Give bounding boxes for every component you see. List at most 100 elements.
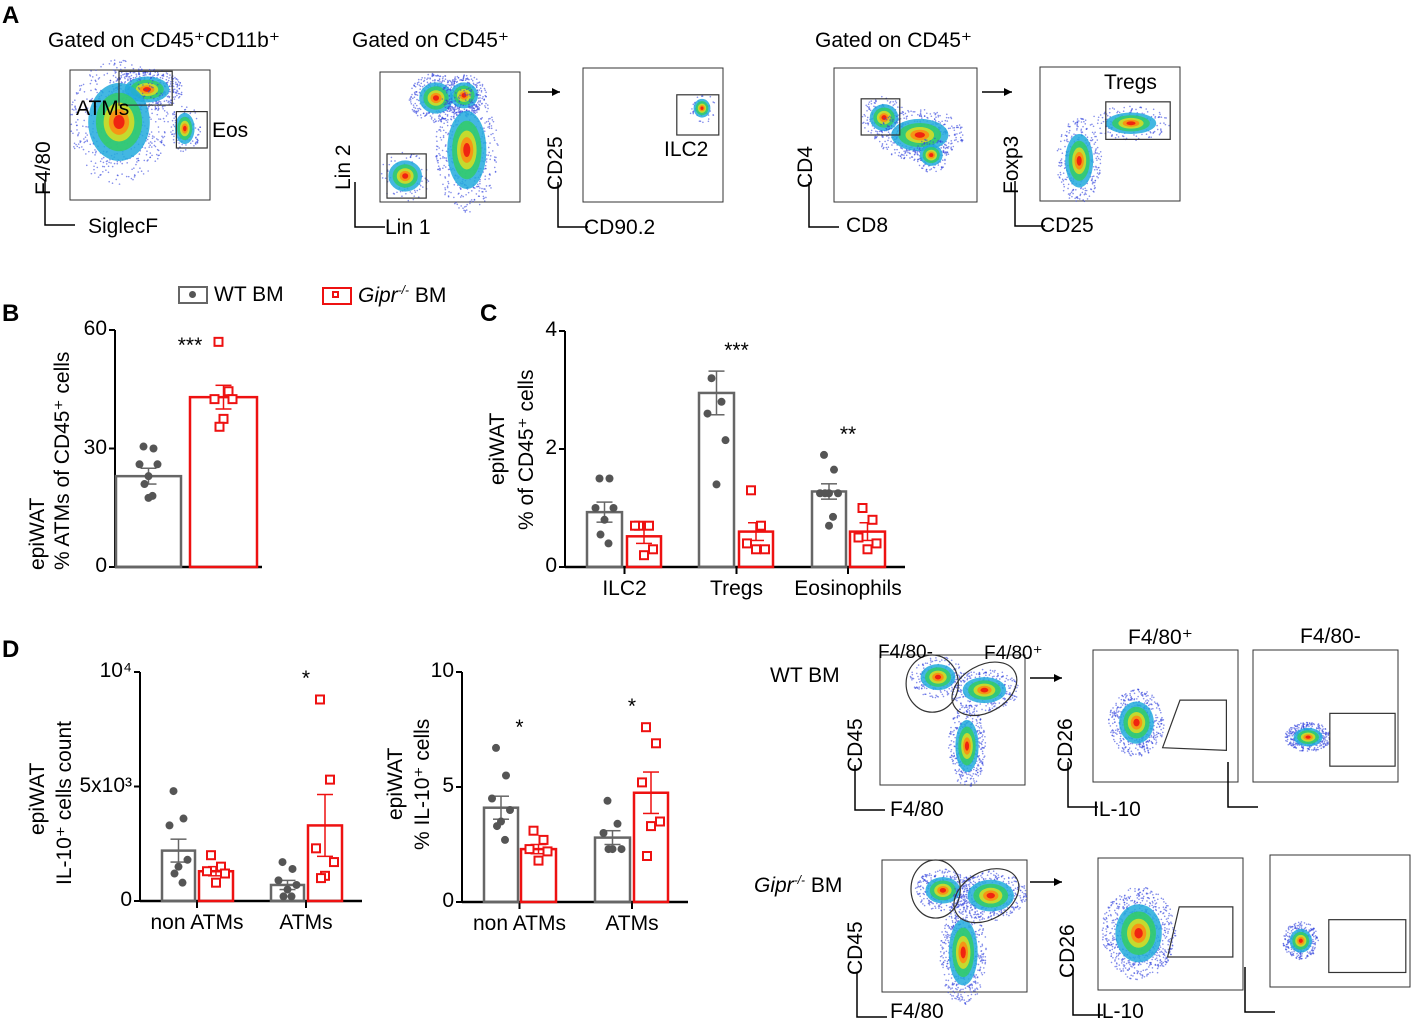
event-dot: [1107, 131, 1109, 133]
event-dot: [460, 103, 462, 106]
event-dot: [926, 141, 928, 144]
event-dot: [1108, 111, 1111, 114]
event-dot: [419, 85, 422, 88]
event-dot: [487, 126, 489, 128]
event-dot: [454, 80, 457, 82]
event-dot: [469, 200, 472, 203]
event-dot: [976, 730, 979, 732]
event-dot: [99, 160, 102, 163]
event-dot: [148, 146, 151, 148]
event-dot: [155, 138, 158, 140]
event-dot: [174, 96, 177, 98]
event-dot: [925, 170, 927, 172]
event-dot: [477, 81, 480, 84]
event-dot: [470, 199, 473, 201]
event-dot: [83, 119, 85, 122]
event-dot: [1147, 751, 1150, 754]
event-dot: [445, 150, 448, 153]
data-point-wt: [501, 835, 509, 844]
event-dot: [178, 87, 181, 90]
data-point-wt: [153, 460, 162, 469]
event-dot: [473, 104, 475, 107]
event-dot: [1095, 165, 1097, 168]
event-dot: [163, 144, 166, 147]
event-dot: [409, 97, 411, 100]
event-dot: [423, 84, 426, 86]
event-dot: [135, 73, 138, 76]
event-dot: [490, 127, 493, 130]
event-dot: [150, 86, 153, 88]
event-dot: [956, 126, 958, 129]
event-dot: [91, 76, 94, 78]
event-dot: [470, 90, 472, 93]
event-dot: [86, 134, 89, 136]
event-dot: [1134, 747, 1137, 750]
event-dot: [83, 141, 86, 144]
event-dot: [489, 142, 491, 144]
event-dot: [1093, 133, 1095, 135]
event-dot: [892, 142, 894, 144]
event-dot: [442, 117, 445, 120]
event-dot: [163, 135, 166, 138]
event-dot: [972, 778, 975, 780]
event-dot: [967, 700, 969, 702]
event-dot: [1072, 189, 1075, 191]
event-dot: [465, 88, 468, 91]
event-dot: [111, 165, 114, 168]
event-dot: [468, 105, 471, 108]
event-dot: [934, 120, 937, 122]
event-dot: [1082, 199, 1084, 201]
event-dot: [1095, 157, 1098, 160]
event-dot: [442, 129, 445, 132]
event-dot: [990, 702, 993, 704]
event-dot: [890, 116, 892, 119]
event-dot: [1141, 133, 1143, 136]
event-dot: [430, 118, 433, 120]
event-dot: [142, 173, 145, 175]
event-dot: [493, 166, 496, 169]
event-dot: [1151, 694, 1153, 697]
data-point-wt: [283, 885, 292, 894]
event-dot: [102, 63, 105, 66]
event-dot: [1118, 730, 1121, 733]
event-dot: [977, 725, 979, 728]
data-point-ko: [211, 877, 221, 888]
event-dot: [1084, 134, 1087, 136]
event-dot: [1160, 720, 1162, 722]
event-dot: [173, 111, 176, 113]
event-dot: [1111, 134, 1113, 136]
event-dot: [147, 159, 149, 161]
event-dot: [870, 129, 873, 132]
event-dot: [426, 81, 429, 84]
event-dot: [870, 132, 872, 134]
event-dot: [453, 82, 455, 85]
event-dot: [935, 659, 938, 662]
event-dot: [1156, 716, 1159, 719]
flow-tregs-axis-arrow: [1014, 181, 1045, 227]
event-dot: [964, 781, 966, 783]
event-dot: [438, 152, 440, 155]
event-dot: [1075, 188, 1077, 191]
event-dot: [1072, 120, 1075, 123]
event-dot: [887, 116, 890, 119]
event-dot: [926, 143, 928, 145]
event-dot: [488, 127, 491, 129]
event-dot: [955, 663, 957, 665]
event-dot: [450, 98, 452, 100]
event-dot: [968, 707, 971, 709]
event-dot: [1149, 748, 1151, 750]
data-point-wt: [604, 845, 613, 854]
event-dot: [445, 103, 447, 106]
event-dot: [493, 136, 495, 139]
event-dot: [1154, 736, 1157, 739]
event-dot: [77, 133, 79, 136]
event-dot: [441, 80, 443, 83]
event-dot: [964, 676, 966, 679]
event-dot: [919, 109, 922, 111]
event-dot: [463, 74, 465, 76]
event-dot: [157, 139, 159, 141]
event-dot: [903, 117, 905, 119]
event-dot: [977, 775, 980, 777]
event-dot: [945, 144, 948, 147]
event-dot: [903, 154, 905, 156]
